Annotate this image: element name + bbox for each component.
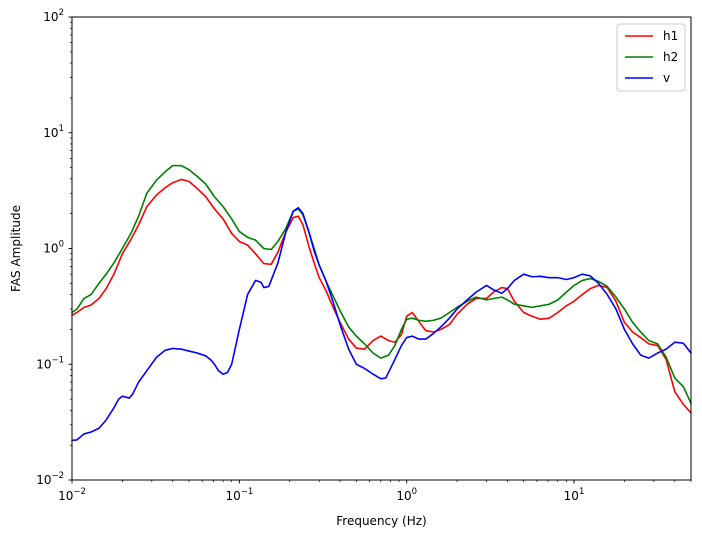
y-tick-label: 10−2: [36, 471, 64, 487]
x-axis-label: Frequency (Hz): [336, 514, 427, 528]
legend: h1 h2 v: [616, 23, 686, 92]
x-tick-label: 100: [396, 487, 417, 503]
x-tick-label: 10−2: [58, 487, 86, 503]
x-tick-label: 101: [564, 487, 585, 503]
y-tick-label: 101: [43, 124, 64, 140]
legend-label-h2: h2: [663, 50, 678, 64]
series-layer: [71, 164, 692, 442]
legend-label-v: v: [663, 71, 670, 85]
y-tick-label: 100: [43, 240, 64, 256]
y-axis-ticks: 10−2 10−1 100 101 102: [36, 8, 72, 487]
series-line-v: [71, 206, 692, 442]
series-line-h1: [71, 178, 692, 414]
y-axis-label: FAS Amplitude: [9, 205, 23, 292]
plot-frame: [71, 16, 692, 481]
x-axis-ticks: 10−2 10−1 100 101: [58, 480, 692, 503]
y-tick-label: 102: [43, 8, 64, 24]
legend-label-h1: h1: [663, 29, 678, 43]
series-line-h2: [71, 164, 692, 405]
x-tick-label: 10−1: [225, 487, 253, 503]
y-tick-label: 10−1: [36, 355, 64, 371]
